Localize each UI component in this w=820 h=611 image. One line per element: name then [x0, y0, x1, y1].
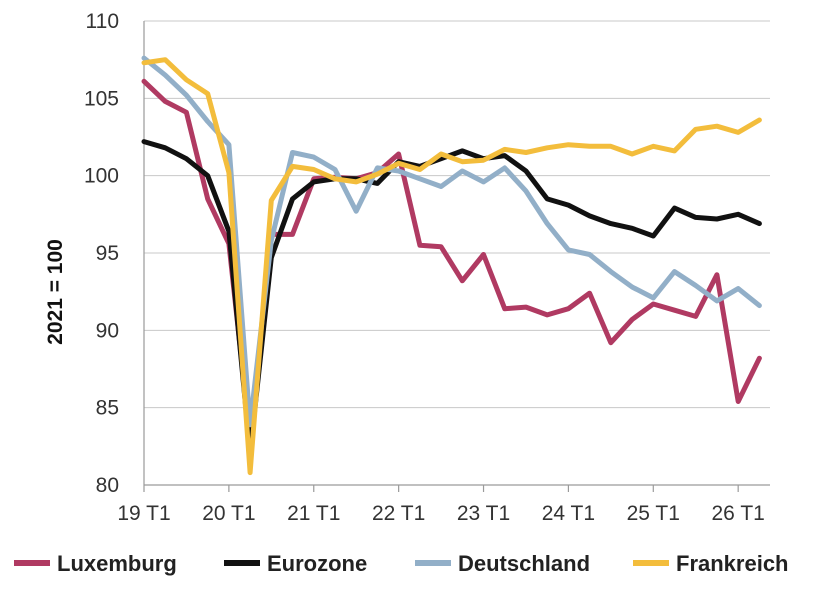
series-line-deutschland	[141, 55, 762, 428]
y-tick-labels: 80 85 90 95 100 105 110	[84, 10, 119, 497]
y-tick-label: 85	[96, 397, 119, 420]
axes	[143, 21, 770, 492]
x-tick-label: 22 T1	[372, 502, 425, 525]
y-tick-label: 95	[96, 242, 119, 265]
legend-label-eurozone: Eurozone	[267, 551, 367, 576]
x-tick-label: 26 T1	[712, 502, 765, 525]
x-tick-label: 21 T1	[287, 502, 340, 525]
y-tick-label: 110	[86, 10, 119, 33]
x-tick-label: 19 T1	[117, 502, 170, 525]
x-tick-label: 25 T1	[627, 502, 680, 525]
gridlines	[144, 20, 770, 409]
y-axis-label: 2021 = 100	[44, 239, 67, 345]
x-tick-labels: 19 T1 20 T1 21 T1 22 T1 23 T1 24 T1 25 T1 26 T1	[117, 502, 764, 525]
y-tick-label: 80	[96, 474, 119, 497]
legend-label-deutschland: Deutschland	[458, 551, 590, 576]
series-line-frankreich	[141, 57, 762, 476]
series-lines	[141, 55, 762, 476]
legend-label-frankreich: Frankreich	[676, 551, 789, 576]
legend: Luxemburg Eurozone Deutschland Frankreich	[14, 551, 789, 576]
x-tick-label: 23 T1	[457, 502, 510, 525]
x-tick-label: 20 T1	[202, 502, 255, 525]
y-tick-label: 90	[96, 319, 119, 342]
x-tick-label: 24 T1	[542, 502, 595, 525]
y-tick-label: 105	[84, 87, 119, 110]
y-tick-label: 100	[84, 165, 119, 188]
legend-label-luxemburg: Luxemburg	[57, 551, 177, 576]
